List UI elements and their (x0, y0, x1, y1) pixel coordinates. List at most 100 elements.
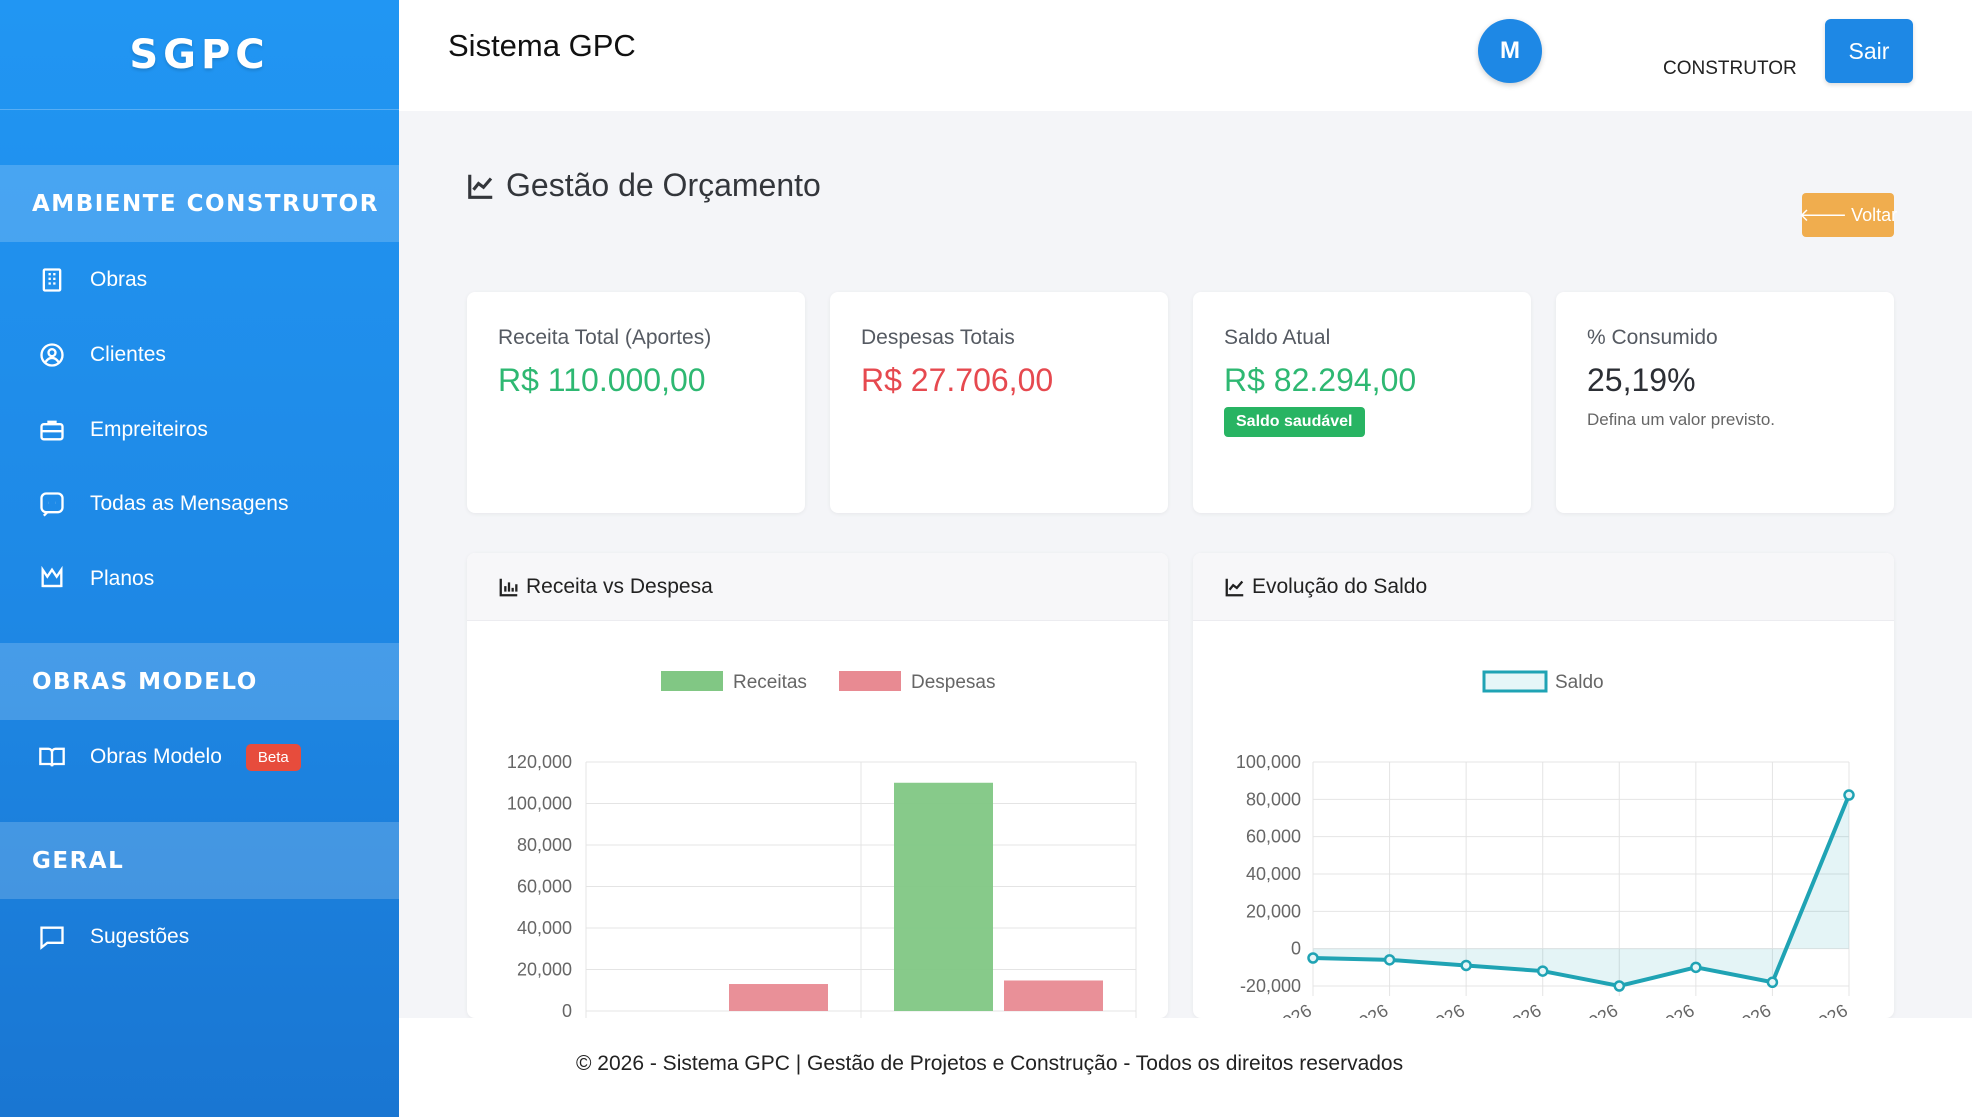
chart-line-icon (468, 174, 493, 199)
comment-icon (38, 923, 66, 951)
bar-chart-title: Receita vs Despesa (526, 574, 713, 598)
briefcase-icon (38, 416, 66, 444)
y-tick-label: 80,000 (1246, 789, 1301, 809)
x-tick-label: 18/05/2026 (1686, 1000, 1774, 1018)
book-icon (38, 743, 66, 771)
y-tick-label: 40,000 (517, 918, 572, 938)
sidebar-item-obras[interactable]: Obras (0, 250, 399, 310)
page-title: Gestão de Orçamento (466, 167, 821, 204)
x-tick-label: 28/03/2026 (1380, 1000, 1468, 1018)
sidebar-item-clientes[interactable]: Clientes (0, 325, 399, 385)
bar-receitas (894, 782, 993, 1011)
section-ambiente-construtor: AMBIENTE CONSTRUTOR (0, 165, 399, 242)
sidebar-item-obras-modelo[interactable]: Obras Modelo Beta (0, 727, 399, 787)
line-chart-card: Evolução do Saldo 100,000 80,000 60,000 40,… (1193, 553, 1894, 1018)
x-tick-label: 29/03/2026 (1457, 1000, 1545, 1018)
y-tick-label: 80,000 (517, 835, 572, 855)
y-tick-label: 120,000 (507, 752, 572, 772)
data-point (1383, 954, 1396, 966)
brand-logo[interactable]: SGPC (0, 0, 399, 110)
sidebar: SGPC AMBIENTE CONSTRUTOR Obras Clientes … (0, 0, 399, 1117)
bar-despesas (729, 984, 828, 1011)
y-tick-label: 0 (562, 1001, 572, 1018)
y-tick-label: 0 (1291, 939, 1301, 959)
status-badge: Saldo saudável (1224, 407, 1365, 437)
line-chart: 100,00080,00060,00040,00020,0000-20,0002… (1227, 670, 1855, 1018)
sidebar-item-label: Planos (90, 567, 155, 590)
sidebar-item-label: Todas as Mensagens (90, 492, 289, 515)
bar-chart-icon (499, 578, 518, 596)
building-icon (38, 266, 66, 294)
arrow-left-icon: 🡐 (1798, 204, 1848, 225)
sidebar-item-sugestoes[interactable]: Sugestões (0, 907, 399, 967)
stat-label: Saldo Atual (1224, 326, 1331, 349)
x-tick-label: 27/05/2026 (1763, 1000, 1851, 1018)
legend-swatch (1482, 670, 1548, 693)
legend-label: Saldo (1555, 672, 1604, 693)
stat-card-saldo: Saldo Atual R$ 82.294,00 Saldo saudável (1193, 292, 1531, 513)
stat-label: Despesas Totais (861, 326, 1015, 349)
footer: © 2026 - Sistema GPC | Gestão de Projeto… (399, 1018, 1972, 1117)
y-tick-label: 20,000 (517, 960, 572, 980)
sidebar-item-mensagens[interactable]: Todas as Mensagens (0, 474, 399, 534)
stat-card-despesas: Despesas Totais R$ 27.706,00 (830, 292, 1168, 513)
crown-icon (38, 565, 66, 593)
logout-button[interactable]: Sair (1825, 19, 1913, 83)
page-title-text: Gestão de Orçamento (506, 167, 821, 203)
data-point (1460, 959, 1472, 972)
stat-value: R$ 27.706,00 (861, 362, 1054, 398)
user-role: CONSTRUTOR (1663, 58, 1797, 79)
bar-chart-card: Receita vs Despesa 120,000 100,000 80,000 6… (467, 553, 1168, 1018)
x-tick-label: 28/03/2026 (1227, 1000, 1315, 1018)
chart-line-icon (1225, 578, 1244, 596)
stat-value: R$ 110.000,00 (498, 362, 706, 398)
x-tick-label: 16/05/2026 (1533, 1000, 1621, 1018)
legend-swatch (661, 671, 723, 691)
section-obras-modelo: OBRAS MODELO (0, 643, 399, 720)
stat-label: Receita Total (Aportes) (498, 326, 712, 349)
y-tick-label: 60,000 (517, 877, 572, 897)
y-tick-label: 20,000 (1246, 901, 1301, 921)
sidebar-item-label: Obras (90, 268, 148, 291)
data-point (1613, 980, 1626, 992)
y-tick-label: 40,000 (1246, 864, 1301, 884)
section-geral: GERAL (0, 822, 399, 899)
app-title: Sistema GPC (448, 28, 636, 63)
avatar[interactable]: M (1478, 19, 1542, 83)
data-point (1766, 976, 1779, 989)
back-button[interactable]: 🡐 Voltar (1798, 193, 1898, 237)
sidebar-item-empreiteiros[interactable]: Empreiteiros (0, 400, 399, 460)
legend-label: Receitas (733, 672, 807, 693)
data-point (1307, 952, 1319, 964)
bar-chart: 120,000100,00080,00060,00040,00020,0000m… (507, 671, 1137, 1018)
y-tick-label: 60,000 (1246, 827, 1301, 847)
y-tick-label: 100,000 (507, 794, 572, 814)
footer-text: © 2026 - Sistema GPC | Gestão de Projeto… (576, 1052, 1404, 1075)
sidebar-item-label: Empreiteiros (90, 418, 208, 441)
stat-card-receita: Receita Total (Aportes) R$ 110.000,00 (467, 292, 805, 513)
beta-badge: Beta (245, 743, 301, 771)
y-tick-label: 100,000 (1236, 752, 1301, 772)
x-tick-label: 28/03/2026 (1304, 1000, 1392, 1018)
x-tick-label: 18/05/2026 (1610, 1000, 1698, 1018)
data-point (1536, 965, 1549, 977)
line-chart-title: Evolução do Saldo (1252, 574, 1428, 598)
back-button-label: Voltar (1851, 204, 1898, 225)
user-circle-icon (38, 341, 66, 369)
stat-label: % Consumido (1587, 326, 1718, 349)
legend-label: Despesas (911, 672, 996, 693)
bar-chart-header: Receita vs Despesa (467, 553, 1168, 621)
sidebar-item-label: Clientes (90, 343, 166, 366)
sidebar-item-planos[interactable]: Planos (0, 549, 399, 609)
data-point (1843, 789, 1855, 801)
bar-despesas (1004, 980, 1103, 1011)
message-icon (38, 490, 66, 518)
stat-hint: Defina um valor previsto. (1587, 410, 1776, 429)
legend-swatch (839, 671, 901, 691)
topbar: Sistema GPC M CONSTRUTOR Sair (399, 0, 1972, 111)
data-point (1690, 961, 1702, 974)
stat-value: R$ 82.294,00 (1224, 362, 1417, 398)
y-tick-label: -20,000 (1240, 976, 1301, 996)
sidebar-item-label: Obras Modelo (90, 745, 222, 768)
stat-value: 25,19% (1587, 362, 1696, 398)
